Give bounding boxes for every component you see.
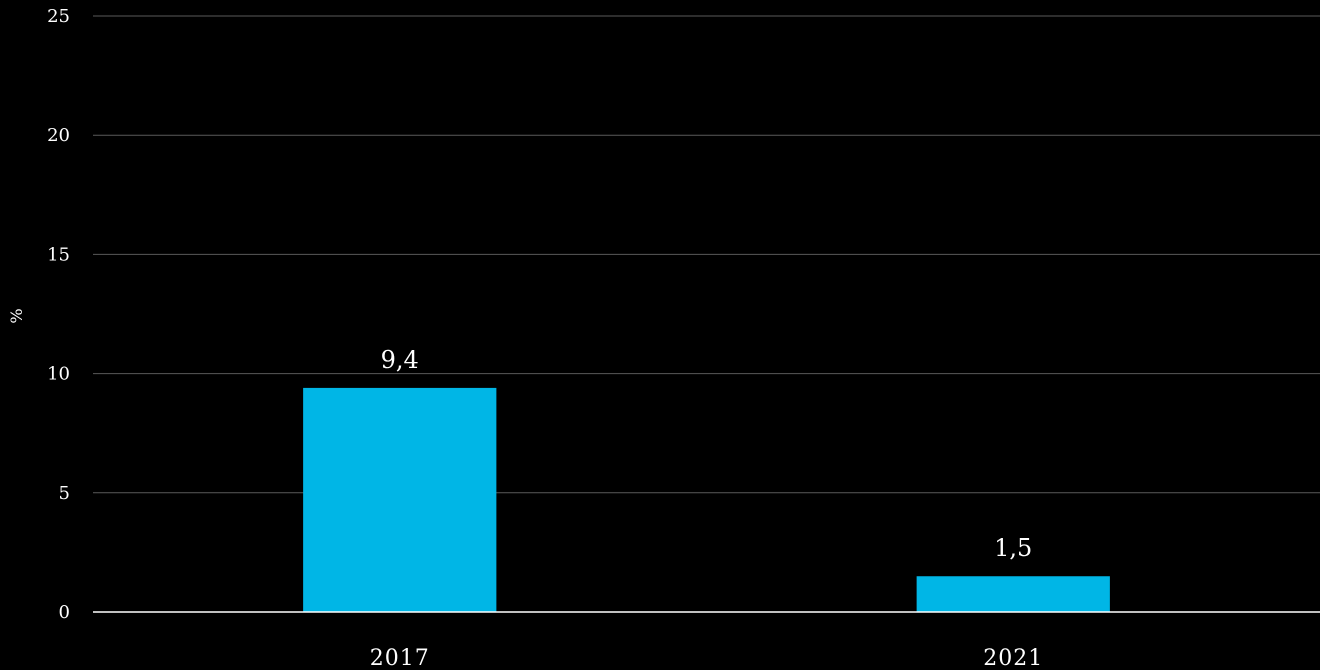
data-labels: 9,4 1,5 xyxy=(381,346,1033,562)
bar-2017 xyxy=(303,387,497,612)
x-axis-categories: 2017 2021 xyxy=(370,646,1043,670)
y-tick-label: 0 xyxy=(59,602,70,623)
y-tick-label: 25 xyxy=(47,6,70,27)
y-axis-title: % xyxy=(7,308,26,323)
y-tick-label: 15 xyxy=(47,244,70,265)
y-axis-ticks: 0 5 10 15 20 25 xyxy=(47,6,70,623)
x-category-label-2017: 2017 xyxy=(370,646,430,670)
gridlines xyxy=(93,15,1320,494)
bar-2021 xyxy=(916,576,1110,612)
y-tick-label: 5 xyxy=(59,483,70,504)
y-tick-label: 20 xyxy=(47,125,70,146)
y-tick-label: 10 xyxy=(47,364,70,385)
x-category-label-2021: 2021 xyxy=(983,646,1043,670)
data-label-2021: 1,5 xyxy=(994,534,1032,562)
bars xyxy=(303,387,1110,612)
data-label-2017: 9,4 xyxy=(381,346,419,374)
